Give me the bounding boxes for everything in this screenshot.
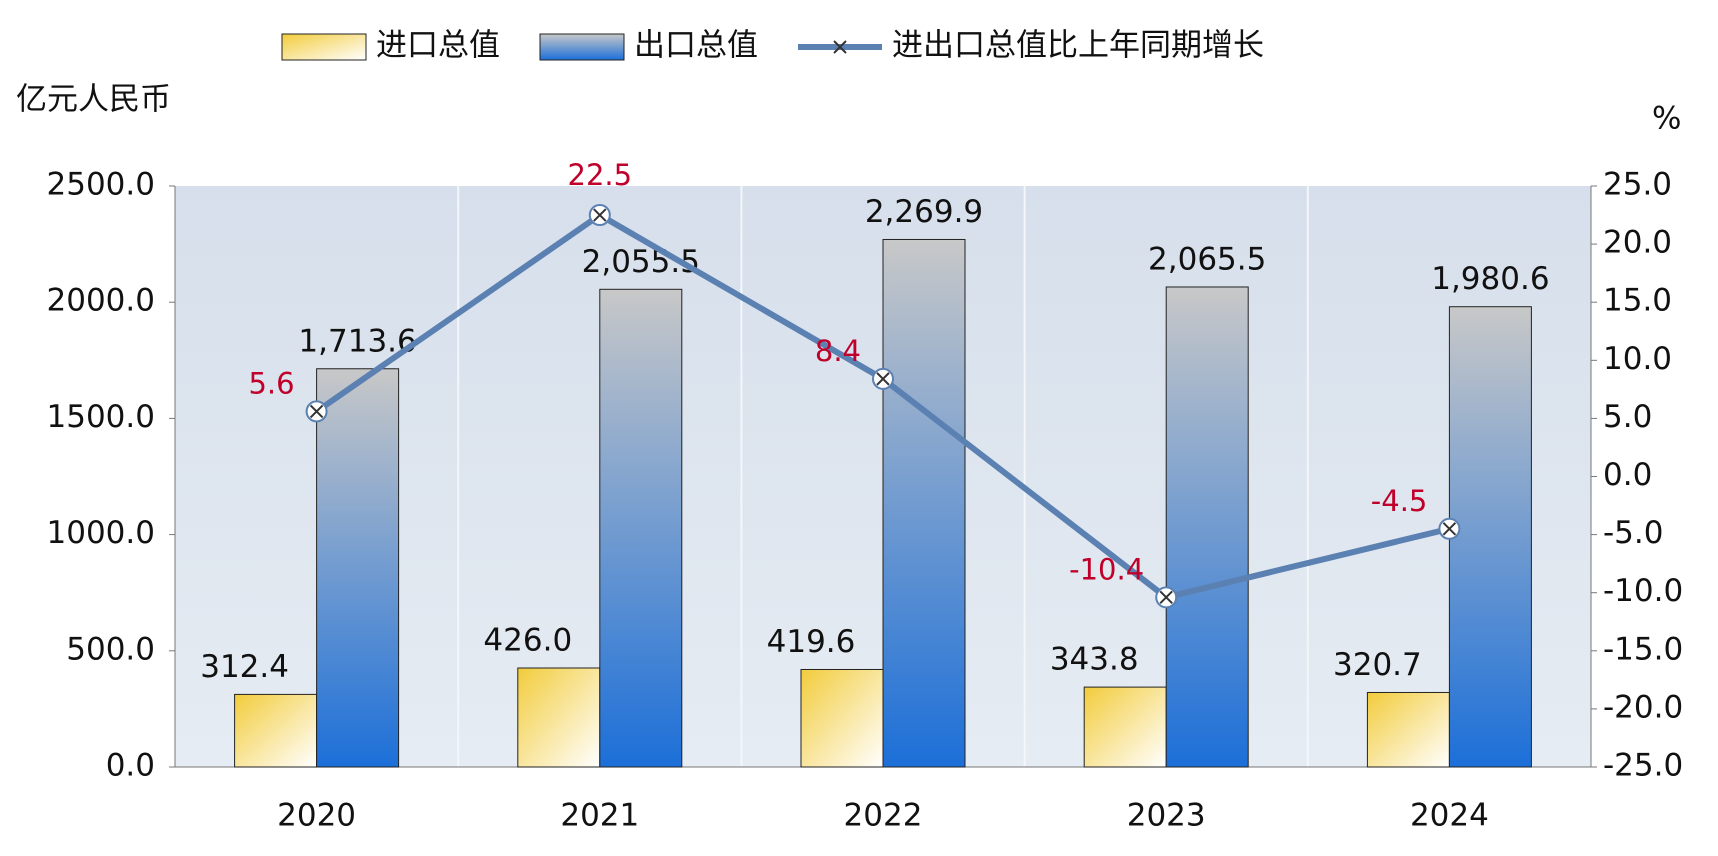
line-value-label: -4.5	[1371, 484, 1428, 518]
x-tick-label: 2022	[844, 798, 923, 834]
y-axis-title: 亿元人民币	[16, 82, 171, 118]
value-label: 419.6	[767, 624, 856, 660]
line-value-label: -10.4	[1069, 552, 1144, 586]
bar	[234, 693, 318, 768]
marker-x	[593, 208, 607, 222]
legend-swatch	[281, 33, 367, 61]
y-tick-label: 1500.0	[47, 399, 155, 435]
legend-label: 出口总值	[634, 28, 758, 64]
y-tick-label: 2500.0	[47, 167, 155, 203]
x-tick-label: 2023	[1127, 798, 1206, 834]
y2-tick-label: 5.0	[1603, 399, 1652, 435]
bar	[316, 368, 400, 768]
value-label: 343.8	[1050, 642, 1139, 678]
bar	[1448, 306, 1532, 768]
marker-x	[876, 372, 890, 386]
y-tick-label: 2000.0	[47, 283, 155, 319]
legend-swatch	[539, 33, 625, 61]
legend-marker	[833, 40, 847, 54]
y2-tick-label: 25.0	[1603, 167, 1672, 203]
y2-tick-label: 20.0	[1603, 225, 1672, 261]
bar	[517, 667, 601, 768]
value-label: 2,269.9	[865, 194, 983, 230]
bar	[1165, 286, 1249, 768]
line-value-label: 8.4	[815, 334, 861, 368]
x-tick-label: 2020	[277, 798, 356, 834]
marker-x	[1159, 590, 1173, 605]
marker-x	[1442, 522, 1457, 536]
y2-tick-label: -20.0	[1603, 689, 1683, 725]
y2-tick-label: 10.0	[1603, 341, 1672, 377]
value-label: 426.0	[483, 622, 572, 658]
marker-x	[309, 404, 324, 419]
y2-tick-label: -5.0	[1603, 515, 1664, 551]
y2-axis-title: %	[1652, 101, 1681, 137]
x-tick-label: 2024	[1410, 798, 1489, 834]
line-value-label: 5.6	[248, 366, 294, 400]
legend-label: 进出口总值比上年同期增长	[892, 28, 1264, 64]
y2-tick-label: 0.0	[1603, 457, 1652, 493]
bar	[800, 668, 884, 768]
value-label: 1,980.6	[1431, 261, 1549, 297]
bar	[599, 288, 683, 768]
legend-label: 进口总值	[376, 28, 500, 64]
bar	[1083, 686, 1167, 768]
x-tick-label: 2021	[560, 798, 639, 834]
y-tick-label: 0.0	[106, 748, 155, 784]
value-label: 2,065.5	[1148, 241, 1266, 277]
y-tick-label: 1000.0	[47, 515, 155, 551]
y2-tick-label: -10.0	[1603, 573, 1683, 609]
y2-tick-label: -25.0	[1603, 748, 1683, 784]
value-label: 312.4	[200, 649, 289, 685]
value-label: 320.7	[1333, 647, 1422, 683]
y2-tick-label: 15.0	[1603, 283, 1672, 319]
bar	[882, 238, 966, 768]
line-value-label: 22.5	[568, 158, 633, 192]
y2-tick-label: -15.0	[1603, 631, 1683, 667]
bar	[1366, 691, 1450, 768]
y-tick-label: 500.0	[66, 631, 155, 667]
